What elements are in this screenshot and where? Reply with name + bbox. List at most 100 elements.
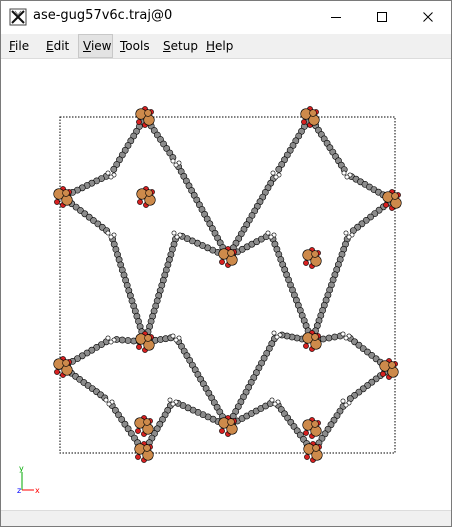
oxygen-atom	[137, 199, 143, 205]
metal-atom	[62, 359, 70, 367]
carbon-atom	[275, 165, 283, 173]
linker-chains	[63, 118, 392, 452]
hydrogen-atom	[105, 170, 111, 176]
carbon-atom	[124, 337, 132, 344]
maximize-icon	[377, 11, 387, 22]
carbon-atom	[127, 430, 135, 437]
hydrogen-atom	[343, 402, 349, 408]
metal-atom	[144, 334, 152, 342]
oxygen-atom	[304, 454, 310, 460]
menu-edit[interactable]: Edit	[46, 39, 70, 53]
oxygen-atom	[219, 259, 225, 265]
carbon-atom	[115, 411, 122, 419]
hydrogen-atom	[170, 401, 176, 407]
hydrogen-atom	[273, 174, 279, 180]
oxygen-atom	[54, 199, 60, 205]
hydrogen-atom	[173, 337, 179, 343]
oxygen-atom	[301, 119, 307, 125]
hydrogen-atom	[170, 158, 176, 164]
carbon-atom	[112, 406, 119, 414]
hydrogen-atom	[341, 170, 347, 176]
metal-atom	[388, 361, 396, 369]
menu-file[interactable]: File	[9, 39, 30, 53]
carbon-atom	[121, 420, 129, 428]
oxygen-atom	[383, 202, 389, 208]
x-axis-label: x	[35, 486, 40, 495]
hydrogen-atom	[108, 339, 114, 345]
close-button[interactable]	[405, 1, 451, 32]
hydrogen-atom	[105, 230, 111, 236]
ase-app-icon	[9, 8, 27, 26]
carbon-atom	[325, 334, 333, 342]
hydrogen-atom	[340, 331, 346, 337]
y-axis-label: y	[19, 464, 24, 473]
metal-atom	[311, 250, 319, 258]
title-bar[interactable]: ase-gug57v6c.traj@0	[1, 1, 451, 32]
hydrogen-atom	[106, 401, 112, 407]
menu-view[interactable]: View	[78, 34, 113, 58]
metal-atom	[311, 420, 319, 428]
carbon-atom	[118, 336, 126, 344]
oxygen-atom	[136, 344, 142, 350]
status-bar	[1, 510, 451, 526]
metal-atom	[311, 333, 319, 341]
minimize-button[interactable]	[313, 1, 359, 32]
structure-canvas[interactable]: y x z	[1, 59, 451, 509]
hydrogen-atom	[344, 174, 350, 180]
carbon-atom	[131, 434, 138, 442]
hydrogen-atom	[340, 398, 346, 404]
hydrogen-atom	[274, 334, 280, 340]
maximize-button[interactable]	[359, 1, 405, 32]
metal-atom	[62, 189, 70, 197]
oxygen-atom	[303, 343, 309, 349]
hydrogen-atom	[265, 230, 271, 236]
window-title: ase-gug57v6c.traj@0	[33, 8, 173, 23]
carbon-atom	[118, 416, 126, 423]
minimize-icon	[331, 16, 341, 18]
hydrogen-atom	[171, 230, 177, 236]
axis-indicator: y x z	[17, 464, 40, 495]
menu-tools[interactable]: Tools	[120, 39, 150, 53]
oxygen-atom	[54, 369, 60, 375]
carbon-atom	[110, 165, 118, 173]
hydrogen-atom	[269, 397, 275, 403]
hydrogen-atom	[271, 330, 277, 336]
hydrogen-atom	[170, 333, 176, 339]
hydrogen-atom	[108, 234, 114, 240]
hydrogen-atom	[173, 162, 179, 168]
metal-nodes	[53, 106, 402, 463]
oxygen-atom	[303, 430, 309, 436]
metal-atom	[143, 444, 151, 452]
oxygen-atom	[380, 371, 386, 377]
hydrogen-atom	[167, 397, 173, 403]
hydrogen-atom	[343, 230, 349, 236]
menu-setup[interactable]: Setup	[163, 39, 198, 53]
oxygen-atom	[135, 428, 141, 434]
menu-help[interactable]: Help	[206, 39, 234, 53]
oxygen-atom	[303, 260, 309, 266]
menu-bar: File Edit View Tools Setup Help	[1, 34, 451, 59]
hydrogen-atom	[103, 397, 109, 403]
z-axis-label: z	[17, 486, 21, 495]
metal-atom	[143, 418, 151, 426]
unit-cell-box	[59, 116, 396, 454]
hydrogen-atom	[105, 335, 111, 341]
hydrogen-atom	[174, 234, 180, 240]
metal-atom	[309, 109, 317, 117]
metal-atom	[144, 109, 152, 117]
hydrogen-atom	[272, 401, 278, 407]
metal-atom	[227, 418, 235, 426]
hydrogen-atom	[108, 174, 114, 180]
hydrogen-atom	[270, 170, 276, 176]
metal-atom	[227, 249, 235, 257]
oxygen-atom	[219, 428, 225, 434]
metal-atom	[145, 189, 153, 197]
hydrogen-atom	[346, 234, 352, 240]
metal-atom	[391, 192, 399, 200]
molecule-view[interactable]: y x z	[1, 59, 451, 509]
close-icon	[423, 11, 433, 22]
hydrogen-atom	[268, 234, 274, 240]
metal-atom	[312, 444, 320, 452]
carbon-atom	[331, 333, 339, 341]
